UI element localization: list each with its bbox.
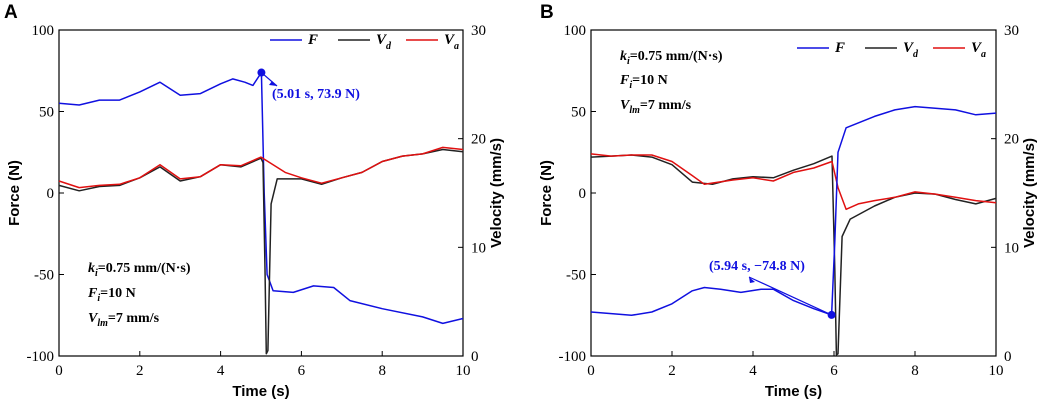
y-axis-label: Force (N) xyxy=(538,160,555,226)
y-tick-label: 50 xyxy=(571,105,586,121)
legend-label-1: Vd xyxy=(376,32,392,52)
y2-tick-label: 30 xyxy=(471,23,486,39)
legend-label-0: F xyxy=(307,32,318,48)
y2-tick-label: 20 xyxy=(1004,132,1019,148)
x-tick-label: 10 xyxy=(989,363,1004,379)
x-tick-label: 2 xyxy=(668,363,676,379)
y-tick-label: 0 xyxy=(47,186,55,202)
y-tick-label: -50 xyxy=(34,268,54,284)
y-tick-label: 100 xyxy=(564,23,587,39)
y-tick-label: 100 xyxy=(32,23,55,39)
legend-label-1: Vd xyxy=(903,40,919,60)
annotation-arrow xyxy=(748,276,832,316)
param-line-1: Fi=10 N xyxy=(87,286,136,304)
y2-tick-label: 10 xyxy=(471,240,486,256)
y2-tick-label: 30 xyxy=(1004,23,1019,39)
series-line-va xyxy=(58,146,464,189)
y2-tick-label: 0 xyxy=(1004,349,1012,365)
x-tick-label: 4 xyxy=(217,363,225,379)
panel-label: A xyxy=(4,2,18,23)
series-line-vd xyxy=(590,154,997,356)
x-tick-label: 6 xyxy=(298,363,306,379)
y-tick-label: -100 xyxy=(559,349,587,365)
x-axis-label: Time (s) xyxy=(765,383,822,400)
x-tick-label: 6 xyxy=(830,363,838,379)
x-tick-label: 8 xyxy=(911,363,919,379)
y2-tick-label: 20 xyxy=(471,132,486,148)
param-line-2: Vlm=7 mm/s xyxy=(88,311,160,329)
x-tick-label: 8 xyxy=(378,363,386,379)
param-line-1: Fi=10 N xyxy=(619,73,668,91)
series-line-va xyxy=(590,153,997,211)
annotation-arrowhead xyxy=(749,277,755,283)
annotation-label: (5.94 s, −74.8 N) xyxy=(709,259,805,274)
param-line-2: Vlm=7 mm/s xyxy=(620,98,692,116)
legend-label-2: Va xyxy=(971,40,986,60)
y2-axis-label: Velocity (mm/s) xyxy=(488,138,505,248)
y-tick-label: 0 xyxy=(579,186,587,202)
y2-tick-label: 10 xyxy=(1004,240,1019,256)
x-tick-label: 2 xyxy=(136,363,144,379)
y-tick-label: -50 xyxy=(566,268,586,284)
x-tick-label: 10 xyxy=(456,363,471,379)
annotation-arrowhead xyxy=(269,81,277,86)
y2-axis-label: Velocity (mm/s) xyxy=(1021,138,1038,248)
x-axis-label: Time (s) xyxy=(232,383,289,400)
param-line-0: ki=0.75 mm/(N·s) xyxy=(88,261,191,279)
series-line-f xyxy=(58,71,464,325)
legend-label-0: F xyxy=(834,40,845,56)
annotation-label: (5.01 s, 73.9 N) xyxy=(272,87,360,102)
x-tick-label: 0 xyxy=(587,363,595,379)
y-tick-label: 50 xyxy=(39,105,54,121)
y-axis-label: Force (N) xyxy=(6,160,23,226)
y-tick-label: -100 xyxy=(27,349,55,365)
panel-label: B xyxy=(540,2,554,23)
y2-tick-label: 0 xyxy=(471,349,479,365)
series-line-f xyxy=(590,105,997,317)
param-line-0: ki=0.75 mm/(N·s) xyxy=(620,49,723,67)
legend-label-2: Va xyxy=(444,32,459,52)
x-tick-label: 4 xyxy=(749,363,757,379)
x-tick-label: 0 xyxy=(55,363,63,379)
